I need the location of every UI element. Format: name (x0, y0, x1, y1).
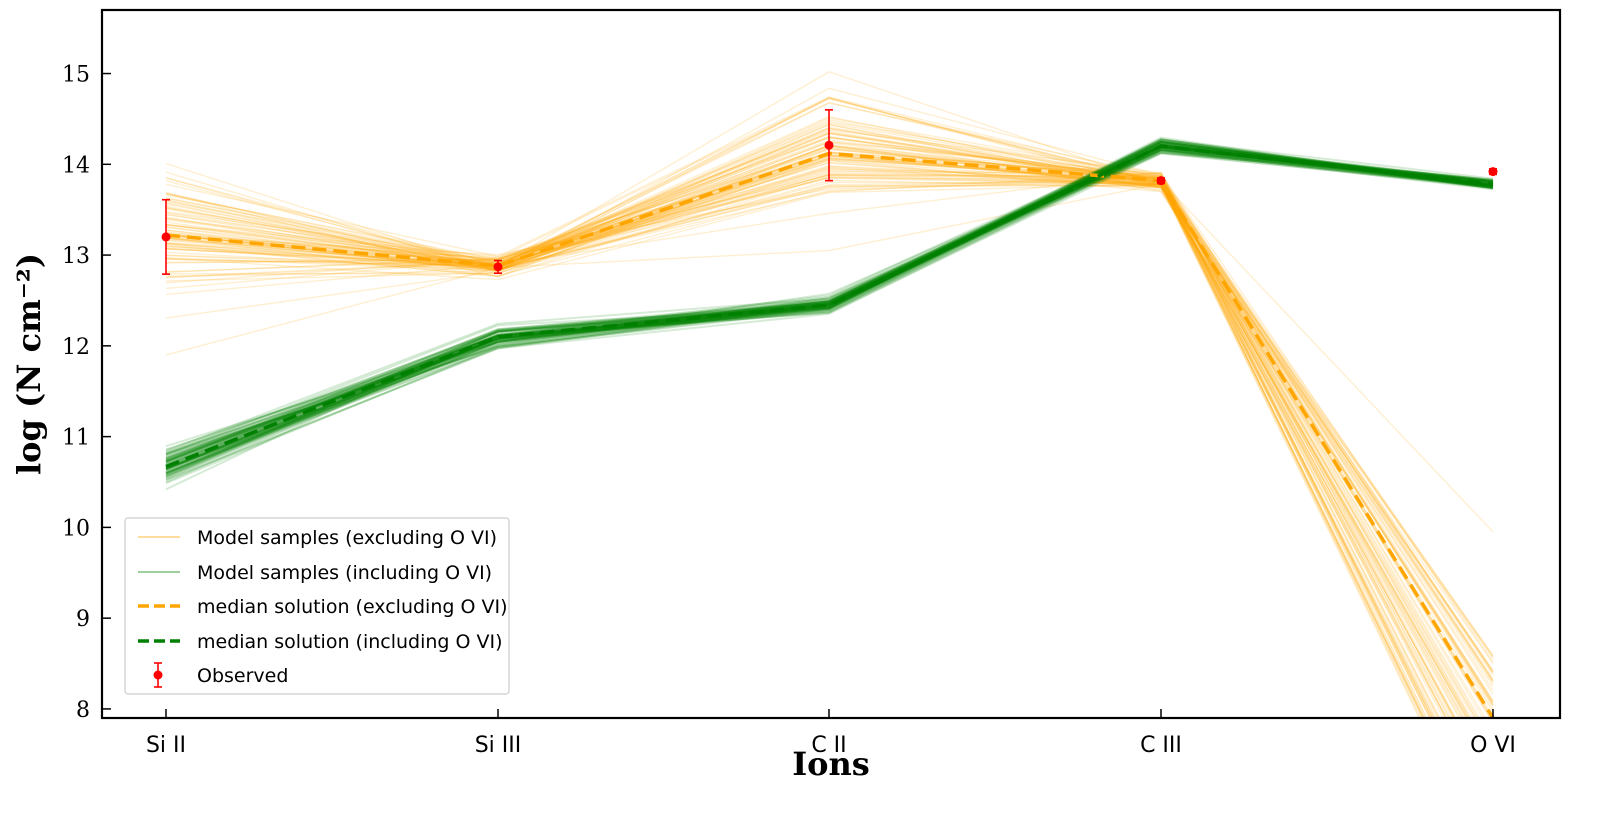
model-sample-including-line (165, 143, 1494, 451)
model-sample-including-line (165, 148, 1494, 475)
x-tick-label: C II (811, 733, 846, 758)
model-sample-including-line (165, 138, 1494, 460)
model-sample-including-line (165, 140, 1494, 477)
legend-label: Observed (197, 665, 288, 687)
y-tick-label: 8 (76, 698, 90, 723)
model-sample-including-line (165, 149, 1494, 460)
model-sample-including-line (165, 151, 1494, 480)
y-tick-label: 12 (62, 335, 90, 360)
legend-label: Model samples (including O VI) (197, 562, 492, 584)
model-sample-including-line (165, 138, 1494, 470)
axes-group: 8 9 10 11 12 13 14 15 Si II Si III C II C III O VI Io… (10, 8, 1562, 783)
model-sample-excluding-line (165, 183, 1494, 656)
model-sample-including-line (165, 150, 1494, 456)
y-tick-label: 15 (62, 63, 90, 88)
model-sample-including-line (165, 140, 1494, 454)
model-sample-excluding-line (165, 173, 1440, 718)
y-tick-label: 14 (62, 153, 90, 178)
model-sample-excluding-line (165, 119, 1494, 533)
model-sample-including-line (165, 147, 1494, 468)
model-sample-including-line (165, 140, 1494, 448)
model-sample-excluding-line (165, 97, 1487, 718)
observed-point (1156, 176, 1166, 186)
model-sample-excluding-line (165, 70, 1463, 718)
model-sample-excluding-line (165, 172, 1441, 718)
model-sample-including-line (165, 140, 1494, 491)
x-tick-label: Si III (475, 733, 522, 758)
observed-points-group (161, 109, 1498, 275)
median-line-including (165, 144, 1494, 469)
model-sample-including-line (165, 148, 1494, 470)
legend: Model samples (excluding O VI) Model samp… (124, 517, 510, 695)
y-tick-label: 13 (62, 244, 90, 269)
model-sample-including-line (165, 149, 1494, 463)
model-sample-including-line (165, 136, 1494, 474)
model-sample-excluding-line (165, 87, 1431, 718)
model-sample-excluding-line (165, 182, 1437, 718)
plot-frame (100, 8, 1562, 720)
model-sample-including-line (165, 149, 1494, 453)
model-sample-including-line (165, 140, 1494, 456)
model-sample-excluding-line (165, 120, 1433, 718)
model-sample-excluding-line (165, 96, 1481, 718)
model-sample-excluding-line (165, 180, 1494, 684)
x-axis-title: Ions (792, 745, 870, 783)
model-sample-including-line (165, 152, 1494, 475)
model-sample-including-line (165, 142, 1494, 451)
observed-point (824, 140, 834, 150)
legend-label: median solution (excluding O VI) (197, 596, 507, 618)
y-tick-label: 9 (76, 607, 90, 632)
model-sample-including-line (165, 140, 1494, 464)
model-sample-including-line (165, 140, 1494, 474)
model-sample-including-line (165, 139, 1494, 454)
y-tick-label: 11 (62, 426, 90, 451)
model-sample-including-line (165, 140, 1494, 463)
model-sample-including-line (165, 149, 1494, 475)
model-sample-including-line (165, 151, 1494, 470)
y-axis-title: log (N cm⁻²) (10, 253, 48, 475)
legend-label: median solution (including O VI) (197, 631, 503, 653)
model-sample-excluding-line (165, 181, 1456, 718)
observed-point (161, 232, 171, 242)
model-sample-excluding-line (165, 184, 1494, 687)
x-tick-label: C III (1140, 733, 1182, 758)
legend-box (124, 517, 510, 695)
model-sample-including-line (165, 141, 1494, 468)
model-sample-excluding-line (165, 97, 1494, 673)
model-sample-including-line (165, 142, 1494, 484)
observed-point (493, 262, 503, 272)
model-sample-including-line (165, 149, 1494, 469)
model-sample-excluding-line (165, 171, 1455, 718)
legend-swatch-point (153, 670, 163, 680)
model-samples-excluding-group (165, 70, 1494, 718)
observed-point (1488, 167, 1498, 177)
model-sample-excluding-line (165, 177, 1494, 673)
x-tick-label: O VI (1470, 733, 1516, 758)
x-tick-label: Si II (146, 733, 186, 758)
model-sample-excluding-line (165, 184, 1450, 718)
model-sample-excluding-line (165, 102, 1494, 682)
model-sample-including-line (165, 151, 1494, 472)
model-sample-including-line (165, 140, 1494, 476)
y-tick-label: 10 (62, 516, 90, 541)
model-sample-excluding-line (165, 97, 1447, 718)
legend-label: Model samples (excluding O VI) (197, 527, 497, 549)
model-sample-excluding-line (165, 172, 1451, 718)
